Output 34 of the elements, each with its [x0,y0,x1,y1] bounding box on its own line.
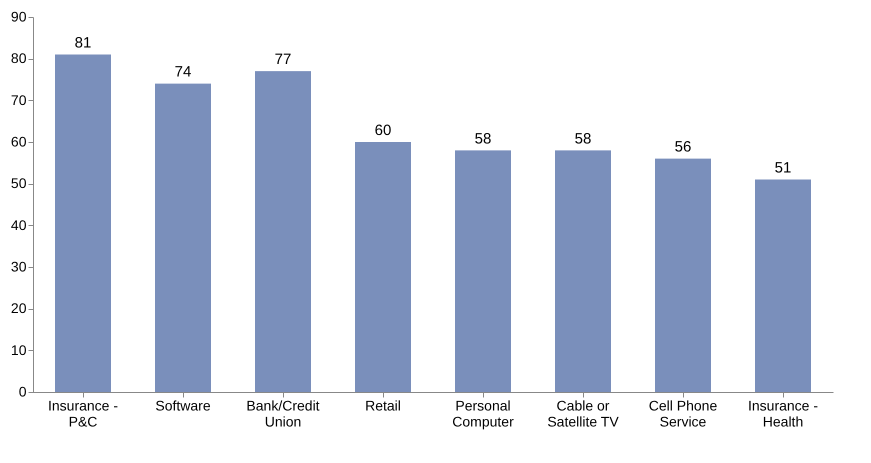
bar [455,150,511,392]
x-tick-label: Personal Computer [452,398,514,430]
data-label: 56 [674,138,692,156]
y-tick-label: 70 [10,92,27,108]
bar [255,71,311,392]
y-tick-label: 50 [10,175,27,192]
x-tick-label: Insurance - Health [748,398,818,430]
x-tick-label: Cell Phone Service [648,398,718,430]
data-label: 74 [174,64,192,81]
data-label: 58 [574,130,592,148]
bar [355,142,411,392]
bar [555,150,611,392]
y-tick-label: 40 [10,216,27,233]
bar [655,158,711,392]
y-tick-label: 0 [18,384,27,400]
x-tick-label: Retail [365,398,401,414]
bar [755,180,811,392]
x-tick-label: Bank/Credit Union [246,398,320,430]
x-tick-label: Insurance - P&C [48,398,118,430]
bar [55,54,111,392]
data-label: 60 [374,122,392,139]
y-tick-label: 80 [10,50,27,66]
y-tick-label: 30 [10,258,27,274]
x-tick-label: Software [155,398,211,414]
y-tick-label: 60 [10,134,27,150]
data-label: 58 [474,130,492,148]
y-tick-label: 20 [10,300,27,316]
x-tick-label: Cable or Satellite TV [547,398,620,430]
y-tick-label: 10 [10,342,27,358]
bar [155,84,211,392]
data-label: 77 [274,51,292,68]
data-label: 51 [774,160,792,176]
y-tick-label: 90 [10,8,27,24]
data-label: 81 [74,34,92,52]
